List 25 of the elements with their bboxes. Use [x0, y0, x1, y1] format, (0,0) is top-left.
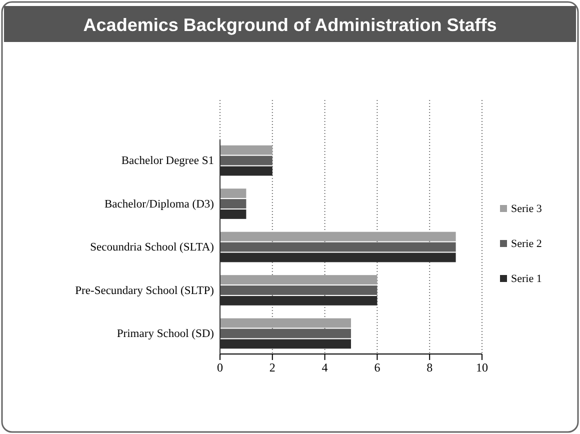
x-tick-label: 2 — [269, 360, 276, 375]
legend-label: Serie 3 — [511, 203, 542, 215]
bar — [220, 156, 272, 166]
y-tick-label: Primary School (SD) — [116, 328, 214, 340]
x-tick-label: 8 — [426, 360, 433, 375]
y-tick-label: Bachelor Degree S1 — [121, 155, 214, 168]
bar — [220, 232, 456, 242]
x-tick-label: 0 — [217, 360, 223, 375]
legend-label: Serie 2 — [511, 238, 542, 250]
bar — [220, 328, 351, 338]
chart-title: Academics Background of Administration Staffs — [83, 15, 497, 35]
legend-label: Serie 1 — [511, 273, 542, 285]
bar — [220, 286, 378, 295]
y-tick-label: Pre-Secundary School (SLTP) — [75, 284, 214, 297]
bar — [220, 242, 456, 252]
x-tick-label: 6 — [374, 360, 380, 375]
bar — [220, 275, 378, 284]
y-tick-label: Secoundria School (SLTA) — [90, 242, 214, 254]
bar — [220, 318, 351, 328]
x-tick-label: 10 — [476, 360, 488, 375]
x-tick-label: 4 — [322, 360, 328, 375]
bar — [220, 188, 246, 198]
y-tick-label: Bachelor/Diploma (D3) — [104, 198, 214, 210]
bar — [220, 199, 246, 208]
bar — [220, 145, 272, 155]
